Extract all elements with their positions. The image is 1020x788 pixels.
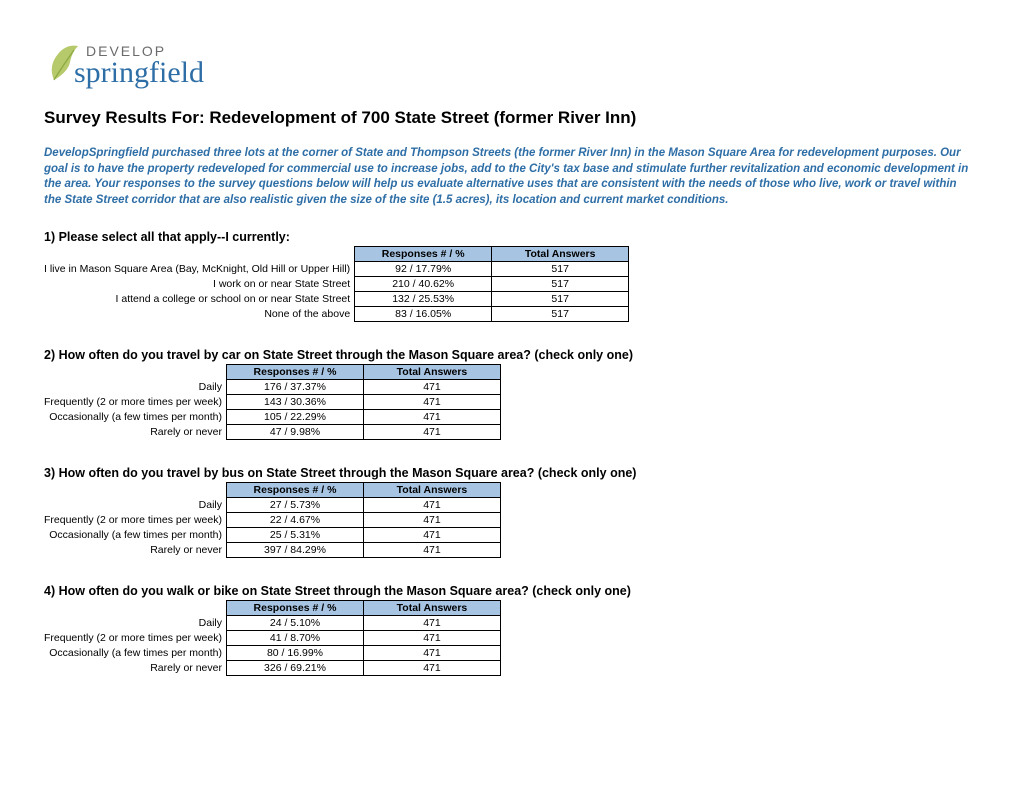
row-label: Rarely or never — [44, 661, 226, 676]
table-row: Rarely or never47 / 9.98%471 — [44, 425, 500, 440]
table-row: Frequently (2 or more times per week)41 … — [44, 631, 500, 646]
row-label: Rarely or never — [44, 425, 226, 440]
row-total: 471 — [363, 425, 500, 440]
row-label: Frequently (2 or more times per week) — [44, 395, 226, 410]
question-text: 1) Please select all that apply--I curre… — [44, 230, 976, 244]
survey-table: Responses # / %Total AnswersDaily176 / 3… — [44, 364, 501, 440]
row-total: 517 — [492, 277, 629, 292]
row-label: Occasionally (a few times per month) — [44, 528, 226, 543]
row-label: Rarely or never — [44, 543, 226, 558]
question-block: 3) How often do you travel by bus on Sta… — [44, 466, 976, 558]
table-row: Rarely or never326 / 69.21%471 — [44, 661, 500, 676]
row-label: I live in Mason Square Area (Bay, McKnig… — [44, 262, 355, 277]
intro-paragraph: DevelopSpringfield purchased three lots … — [44, 146, 976, 208]
question-block: 1) Please select all that apply--I curre… — [44, 230, 976, 322]
row-label: Frequently (2 or more times per week) — [44, 513, 226, 528]
row-responses: 326 / 69.21% — [226, 661, 363, 676]
row-label: I work on or near State Street — [44, 277, 355, 292]
table-row: Frequently (2 or more times per week)143… — [44, 395, 500, 410]
row-responses: 176 / 37.37% — [226, 380, 363, 395]
row-total: 471 — [363, 631, 500, 646]
table-row: Occasionally (a few times per month)105 … — [44, 410, 500, 425]
table-header-blank — [44, 247, 355, 262]
table-header-total: Total Answers — [492, 247, 629, 262]
row-label: I attend a college or school on or near … — [44, 292, 355, 307]
table-row: I attend a college or school on or near … — [44, 292, 629, 307]
table-row: Daily176 / 37.37%471 — [44, 380, 500, 395]
row-total: 471 — [363, 498, 500, 513]
table-header-total: Total Answers — [363, 483, 500, 498]
table-row: None of the above83 / 16.05%517 — [44, 307, 629, 322]
table-header-blank — [44, 601, 226, 616]
row-responses: 105 / 22.29% — [226, 410, 363, 425]
table-header-responses: Responses # / % — [226, 365, 363, 380]
row-total: 471 — [363, 513, 500, 528]
question-block: 4) How often do you walk or bike on Stat… — [44, 584, 976, 676]
row-total: 471 — [363, 661, 500, 676]
row-label: Occasionally (a few times per month) — [44, 646, 226, 661]
row-total: 471 — [363, 395, 500, 410]
row-total: 471 — [363, 410, 500, 425]
table-row: I live in Mason Square Area (Bay, McKnig… — [44, 262, 629, 277]
question-text: 2) How often do you travel by car on Sta… — [44, 348, 976, 362]
table-row: Daily27 / 5.73%471 — [44, 498, 500, 513]
table-row: Occasionally (a few times per month)25 /… — [44, 528, 500, 543]
table-row: Frequently (2 or more times per week)22 … — [44, 513, 500, 528]
row-responses: 210 / 40.62% — [355, 277, 492, 292]
table-header-blank — [44, 365, 226, 380]
question-block: 2) How often do you travel by car on Sta… — [44, 348, 976, 440]
question-text: 3) How often do you travel by bus on Sta… — [44, 466, 976, 480]
row-total: 517 — [492, 292, 629, 307]
row-responses: 24 / 5.10% — [226, 616, 363, 631]
row-total: 471 — [363, 543, 500, 558]
table-row: Occasionally (a few times per month)80 /… — [44, 646, 500, 661]
logo-svg: DEVELOP springfield — [44, 36, 284, 90]
table-header-responses: Responses # / % — [355, 247, 492, 262]
row-label: None of the above — [44, 307, 355, 322]
table-header-responses: Responses # / % — [226, 483, 363, 498]
logo: DEVELOP springfield — [44, 36, 976, 90]
table-header-total: Total Answers — [363, 365, 500, 380]
row-responses: 83 / 16.05% — [355, 307, 492, 322]
survey-table: Responses # / %Total Answers I live in Ma… — [44, 246, 629, 322]
row-total: 517 — [492, 262, 629, 277]
table-header-total: Total Answers — [363, 601, 500, 616]
table-header-blank — [44, 483, 226, 498]
table-row: Daily24 / 5.10%471 — [44, 616, 500, 631]
table-row: Rarely or never397 / 84.29%471 — [44, 543, 500, 558]
row-label: Frequently (2 or more times per week) — [44, 631, 226, 646]
row-responses: 27 / 5.73% — [226, 498, 363, 513]
row-label: Occasionally (a few times per month) — [44, 410, 226, 425]
row-responses: 143 / 30.36% — [226, 395, 363, 410]
row-total: 517 — [492, 307, 629, 322]
logo-bottom-word: springfield — [74, 56, 204, 89]
row-label: Daily — [44, 380, 226, 395]
survey-table: Responses # / %Total AnswersDaily24 / 5.… — [44, 600, 501, 676]
row-total: 471 — [363, 646, 500, 661]
row-label: Daily — [44, 498, 226, 513]
row-responses: 25 / 5.31% — [226, 528, 363, 543]
row-responses: 47 / 9.98% — [226, 425, 363, 440]
row-total: 471 — [363, 528, 500, 543]
row-total: 471 — [363, 380, 500, 395]
row-responses: 132 / 25.53% — [355, 292, 492, 307]
row-total: 471 — [363, 616, 500, 631]
row-responses: 22 / 4.67% — [226, 513, 363, 528]
row-responses: 92 / 17.79% — [355, 262, 492, 277]
row-label: Daily — [44, 616, 226, 631]
question-text: 4) How often do you walk or bike on Stat… — [44, 584, 976, 598]
row-responses: 80 / 16.99% — [226, 646, 363, 661]
survey-table: Responses # / %Total AnswersDaily27 / 5.… — [44, 482, 501, 558]
row-responses: 397 / 84.29% — [226, 543, 363, 558]
row-responses: 41 / 8.70% — [226, 631, 363, 646]
table-row: I work on or near State Street210 / 40.6… — [44, 277, 629, 292]
page-title: Survey Results For: Redevelopment of 700… — [44, 108, 976, 128]
table-header-responses: Responses # / % — [226, 601, 363, 616]
